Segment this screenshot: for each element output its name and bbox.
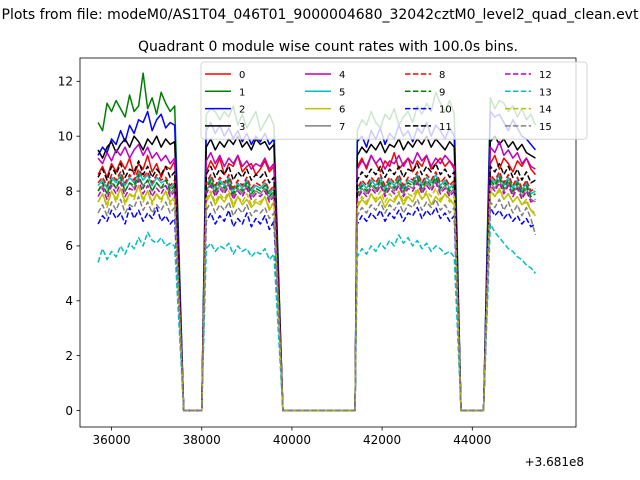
x-tick-label: 40000 [273, 433, 311, 447]
legend-label-9: 9 [439, 87, 445, 98]
legend-label-3: 3 [239, 122, 245, 133]
legend-label-0: 0 [239, 70, 245, 81]
legend-entry-9: 9 [405, 87, 445, 98]
legend-label-10: 10 [439, 105, 452, 116]
x-tick-label: 38000 [183, 433, 221, 447]
x-tick-label: 42000 [363, 433, 401, 447]
legend-label-2: 2 [239, 105, 245, 116]
legend-entry-11: 11 [405, 122, 452, 133]
y-tick-label: 10 [58, 129, 73, 143]
legend-box [200, 61, 588, 140]
legend-entry-2: 2 [205, 105, 245, 116]
legend-label-12: 12 [539, 70, 552, 81]
x-tick-label: 44000 [453, 433, 491, 447]
series-layer [97, 72, 537, 412]
legend-label-13: 13 [539, 87, 552, 98]
legend-entry-4: 4 [305, 70, 345, 81]
legend-entry-12: 12 [505, 70, 552, 81]
legend-label-8: 8 [439, 70, 445, 81]
legend-label-7: 7 [339, 122, 345, 133]
legend-entry-10: 10 [405, 105, 452, 116]
legend-label-5: 5 [339, 87, 345, 98]
legend-entry-8: 8 [405, 70, 445, 81]
y-tick-label: 0 [65, 404, 73, 418]
legend-entry-14: 14 [505, 105, 552, 116]
x-axis-offset-label: +3.681e8 [525, 455, 584, 469]
legend-entry-0: 0 [205, 70, 245, 81]
legend-entry-3: 3 [205, 122, 245, 133]
legend-entry-13: 13 [505, 87, 552, 98]
legend-label-1: 1 [239, 87, 245, 98]
legend-label-15: 15 [539, 122, 552, 133]
figure-suptitle: Plots from file: modeM0/AS1T04_046T01_90… [2, 7, 639, 23]
series-line-15 [97, 195, 537, 412]
x-tick-label: 36000 [92, 433, 130, 447]
y-tick-label: 2 [65, 349, 73, 363]
legend-label-14: 14 [539, 105, 552, 116]
legend-entry-6: 6 [305, 105, 345, 116]
plot-frame [79, 57, 577, 428]
legend-entry-15: 15 [505, 122, 552, 133]
legend-label-11: 11 [439, 122, 452, 133]
legend-label-4: 4 [339, 70, 345, 81]
y-tick-label: 8 [65, 184, 73, 198]
legend-entry-1: 1 [205, 87, 245, 98]
legend-entry-5: 5 [305, 87, 345, 98]
legend-label-6: 6 [339, 105, 345, 116]
legend-entry-7: 7 [305, 122, 345, 133]
y-tick-label: 12 [58, 75, 73, 89]
y-tick-label: 4 [65, 294, 73, 308]
chart-title: Quadrant 0 module wise count rates with … [138, 39, 518, 55]
y-tick-label: 6 [65, 239, 73, 253]
